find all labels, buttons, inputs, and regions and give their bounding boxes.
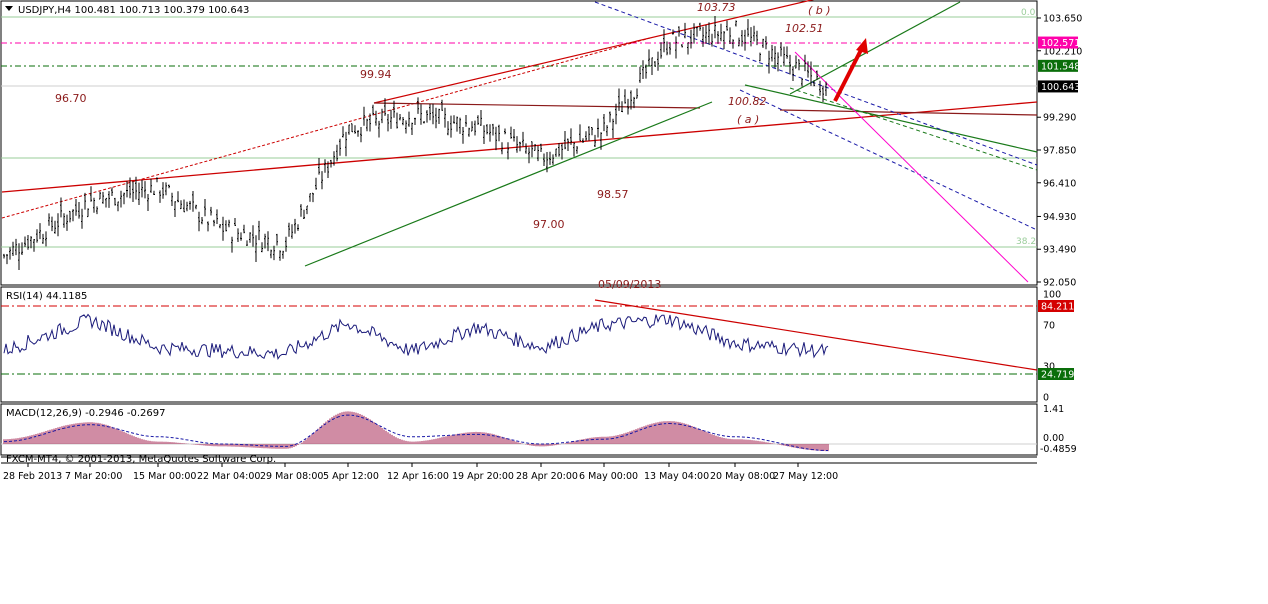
date-label: 27 May 12:00 [773,471,838,482]
price-candles [3,16,827,270]
macd-signal-line [4,414,828,451]
date-label: 28 Feb 2013 [3,471,62,482]
rsi-level-badge-label: 84.211 [1041,302,1074,313]
date-label: 12 Apr 16:00 [387,471,449,482]
price-tick-label: 103.650 [1043,14,1082,25]
macd-tick-label: 1.41 [1043,404,1064,415]
price-level-badge-label: 100.643 [1041,82,1080,93]
price-level-badge [1038,80,1078,93]
date-label: 28 Apr 20:00 [516,471,578,482]
horizontal-red-99 [373,102,701,109]
macd-panel-frame [0,403,1038,456]
date-label: 19 Apr 20:00 [452,471,514,482]
green-dashed-trend [789,87,1038,171]
date-label: 20 May 08:00 [710,471,775,482]
annotation-cut-label: 05/09/2013 [598,278,661,291]
rsi-tick-label: 70 [1043,320,1055,331]
collapse-triangle-icon[interactable] [5,6,13,11]
price-panel-frame [0,0,1038,286]
projection-arrow [833,38,868,102]
channel-dotted-red [1,37,651,219]
magenta-projection [794,51,1029,283]
annotation-97-00: 97.00 [533,218,565,231]
date-label: 29 Mar 08:00 [260,471,323,482]
rsi-tick-label: 30 [1043,362,1055,373]
annotation-98-57: 98.57 [597,188,629,201]
date-label: 5 Apr 12:00 [323,471,379,482]
annotation-99-94: 99.94 [360,68,392,81]
date-label: 7 Mar 20:00 [65,471,122,482]
annotation-102-51: 102.51 [785,22,824,35]
date-label: 22 Mar 04:00 [197,471,260,482]
annotation-96-70: 96.70 [55,92,87,105]
rsi-tick-label: 100 [1043,290,1061,301]
price-tick-label: 102.210 [1043,46,1082,57]
annotation-100-82: 100.82 [728,95,767,108]
rsi-tick-label: 0 [1043,393,1049,404]
blue-dash-upper [594,1,1038,166]
price-tick-label: 97.850 [1043,146,1076,157]
arrow-head [856,38,868,54]
trend-lines [1,0,1038,283]
broker-label: FXCM-MT4, © 2001-2013, MetaQuotes Softwa… [6,454,276,465]
annotation-a: ( a ) [737,113,759,126]
price-tick-label: 92.050 [1043,278,1076,289]
rsi-header: RSI(14) 44.1185 [6,291,87,302]
green-rising-trend [304,101,713,267]
blue-dash-lower [739,89,1038,231]
rsi-level-badge-label: 24.719 [1041,370,1074,381]
date-axis: 28 Feb 2013 7 Mar 20:00 15 Mar 00:00 22 Mar… [3,463,838,482]
price-tick-label: 93.490 [1043,245,1076,256]
symbol-header: USDJPY,H4 100.481 100.713 100.379 100.64… [18,5,249,16]
rsi-downtrend-line [594,299,1038,371]
price-level-badge-label: 102.571 [1041,38,1080,49]
rsi-axis: 100 70 30 0 84.211 24.719 [1038,290,1074,404]
rsi-level-badge [1038,300,1074,312]
price-tick-label: 96.410 [1043,178,1076,189]
horizontal-red-99b [779,109,1038,116]
rsi-level-badge [1038,368,1074,380]
annotation-103-73: 103.73 [697,1,736,14]
rsi-panel-frame [0,286,1038,403]
annotation-b: ( b ) [808,4,831,17]
rsi-series-line [3,313,829,360]
macd-tick-label: 0.00 [1043,433,1064,444]
arrow-shaft [833,47,864,102]
date-label: 6 May 00:00 [579,471,638,482]
fib-0-label: 0.0 [1021,8,1036,18]
macd-header: MACD(12,26,9) -0.2946 -0.2697 [6,408,166,419]
price-level-badge [1038,36,1078,49]
green-falling-trend [744,84,1038,153]
fib-38-label: 38.2 [1016,237,1036,247]
date-label: 15 Mar 00:00 [133,471,196,482]
green-upper-trend [789,1,961,95]
macd-tick-label: -0.4859 [1040,444,1077,455]
price-level-badge-label: 101.548 [1041,61,1080,72]
price-tick-label: 99.290 [1043,113,1076,124]
price-tick-label: 94.930 [1043,212,1076,223]
channel-upper-red [373,0,815,104]
price-axis: 103.650 102.210 99.290 97.850 96.410 94.930 93… [1037,14,1082,289]
date-label: 13 May 04:00 [644,471,709,482]
price-level-badge [1038,59,1078,72]
macd-axis: 1.41 0.00-0.4859 [1040,404,1077,455]
